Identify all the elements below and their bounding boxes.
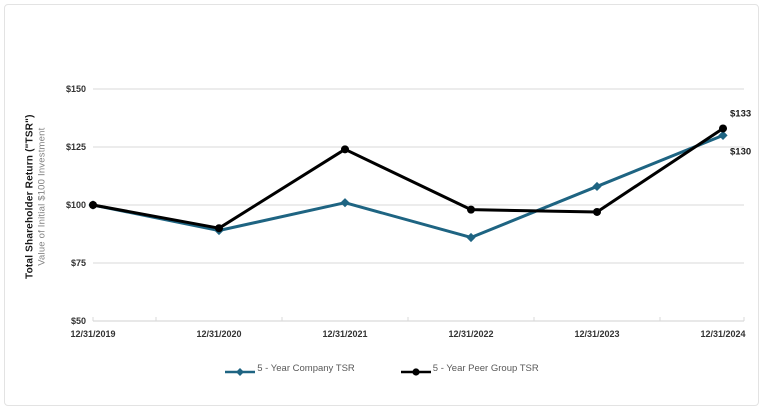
legend-marker-peer-group-tsr xyxy=(400,364,431,376)
y-tick-label: $125 xyxy=(66,142,86,152)
y-tick-label: $75 xyxy=(71,258,86,268)
data-point-5-year-company-tsr xyxy=(592,181,602,192)
y-tick-label: $150 xyxy=(66,84,86,94)
x-tick-label: 12/31/2019 xyxy=(70,329,115,339)
chart-legend: 5 - Year Company TSR 5 - Year Peer Group… xyxy=(0,363,764,376)
y-tick-label: $50 xyxy=(71,316,86,326)
legend-item-peer-group-tsr: 5 - Year Peer Group TSR xyxy=(400,363,539,376)
x-tick-label: 12/31/2024 xyxy=(700,329,745,339)
legend-label-peer-group-tsr: 5 - Year Peer Group TSR xyxy=(432,363,539,374)
data-point-5-year-peer-group-tsr xyxy=(593,207,601,216)
data-point-5-year-company-tsr xyxy=(340,198,350,208)
data-point-5-year-company-tsr xyxy=(466,232,476,243)
x-tick-label: 12/31/2022 xyxy=(448,329,493,339)
y-tick-label: $100 xyxy=(66,200,86,210)
data-point-5-year-peer-group-tsr xyxy=(215,224,223,233)
legend-item-company-tsr: 5 - Year Company TSR xyxy=(225,363,355,376)
series-line-5-year-company-tsr xyxy=(91,133,725,239)
series-line-5-year-peer-group-tsr xyxy=(91,126,725,230)
data-point-5-year-peer-group-tsr xyxy=(341,145,349,154)
legend-marker-company-tsr xyxy=(225,364,256,376)
x-tick-label: 12/31/2021 xyxy=(322,329,367,339)
x-tick-label: 12/31/2023 xyxy=(574,329,619,339)
data-point-5-year-peer-group-tsr xyxy=(89,201,97,209)
y-axis-title-sub: Value of Initial $100 Investment xyxy=(36,127,48,266)
y-axis-title-main: Total Shareholder Return ("TSR") xyxy=(24,114,36,279)
data-point-5-year-company-tsr xyxy=(718,130,728,140)
data-point-5-year-peer-group-tsr xyxy=(467,205,475,214)
legend-label-company-tsr: 5 - Year Company TSR xyxy=(257,363,355,374)
x-tick-label: 12/31/2020 xyxy=(196,329,241,339)
y-axis-title: Total Shareholder Return ("TSR") Value o… xyxy=(23,67,48,327)
end-data-label-5-year-peer-group-tsr: $133 xyxy=(730,108,751,119)
data-point-5-year-peer-group-tsr xyxy=(719,124,727,133)
end-data-label-5-year-company-tsr: $130 xyxy=(730,146,751,157)
